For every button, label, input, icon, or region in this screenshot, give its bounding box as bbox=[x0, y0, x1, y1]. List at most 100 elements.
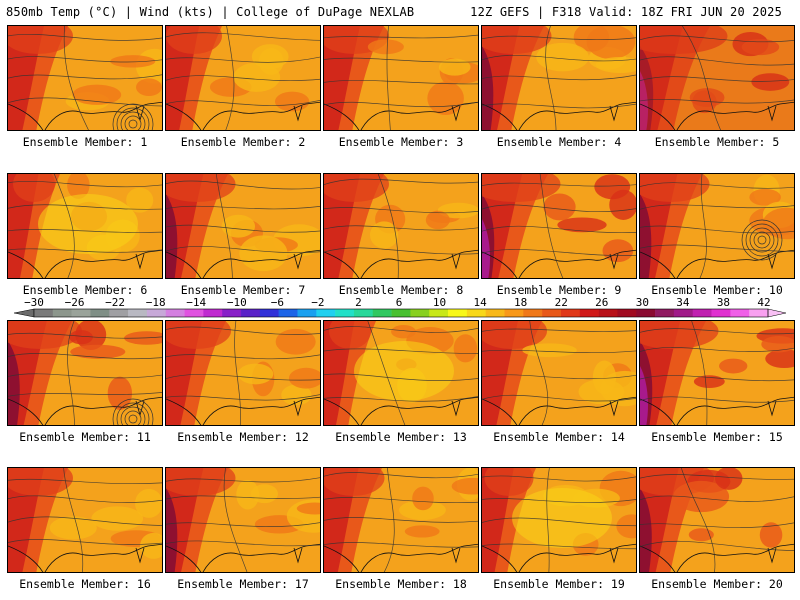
colorbar-tick-label: −14 bbox=[186, 296, 206, 309]
colorbar-swatch bbox=[34, 309, 54, 317]
colorbar-swatch bbox=[241, 309, 261, 317]
colorbar-tick-label: 10 bbox=[433, 296, 446, 309]
ensemble-member-map bbox=[323, 467, 479, 573]
ensemble-member-label: Ensemble Member: 20 bbox=[651, 577, 783, 591]
colorbar-swatch bbox=[222, 309, 242, 317]
colorbar-swatch bbox=[165, 309, 185, 317]
ensemble-member-map bbox=[639, 320, 795, 426]
ensemble-member-label: Ensemble Member: 6 bbox=[22, 283, 148, 297]
colorbar-tick-label: 26 bbox=[595, 296, 608, 309]
colorbar-swatch bbox=[523, 309, 543, 317]
colorbar-swatch bbox=[372, 309, 392, 317]
colorbar-swatch bbox=[655, 309, 675, 317]
ensemble-member-label: Ensemble Member: 12 bbox=[177, 430, 309, 444]
ensemble-member-label: Ensemble Member: 19 bbox=[493, 577, 625, 591]
ensemble-member-label: Ensemble Member: 10 bbox=[651, 283, 783, 297]
ensemble-member-map bbox=[7, 25, 163, 131]
ensemble-member-map bbox=[639, 25, 795, 131]
colorbar-swatch bbox=[316, 309, 336, 317]
colorbar-swatch bbox=[730, 309, 750, 317]
colorbar-swatch bbox=[353, 309, 374, 317]
colorbar-swatch bbox=[429, 309, 449, 317]
colorbar-swatch bbox=[278, 309, 298, 317]
ensemble-member-label: Ensemble Member: 5 bbox=[654, 135, 780, 149]
ensemble-member-label: Ensemble Member: 1 bbox=[22, 135, 148, 149]
colorbar-swatch bbox=[598, 309, 618, 317]
ensemble-member-label: Ensemble Member: 2 bbox=[180, 135, 306, 149]
colorbar-swatch bbox=[711, 309, 731, 317]
ensemble-member-label: Ensemble Member: 4 bbox=[496, 135, 622, 149]
colorbar-swatch bbox=[259, 309, 279, 317]
colorbar-min-arrow bbox=[13, 308, 35, 318]
ensemble-member-map bbox=[323, 173, 479, 279]
colorbar-swatch bbox=[335, 309, 355, 317]
colorbar-tick-label: 18 bbox=[514, 296, 527, 309]
colorbar-swatch bbox=[90, 309, 110, 317]
colorbar-swatch bbox=[203, 309, 223, 317]
ensemble-member-map bbox=[481, 467, 637, 573]
ensemble-member-label: Ensemble Member: 7 bbox=[180, 283, 306, 297]
map-title: 850mb Temp (°C) | Wind (kts) | College o… bbox=[6, 5, 415, 19]
colorbar-swatch bbox=[466, 309, 486, 317]
colorbar-tick-label: −18 bbox=[146, 296, 166, 309]
ensemble-member-label: Ensemble Member: 14 bbox=[493, 430, 625, 444]
colorbar-swatch bbox=[109, 309, 129, 317]
colorbar-tick-label: 38 bbox=[717, 296, 730, 309]
colorbar-swatch bbox=[692, 309, 712, 317]
ensemble-member-map bbox=[481, 320, 637, 426]
colorbar-swatch bbox=[542, 309, 562, 317]
ensemble-member-label: Ensemble Member: 3 bbox=[338, 135, 464, 149]
ensemble-member-map bbox=[323, 320, 479, 426]
colorbar-tick-label: 30 bbox=[636, 296, 649, 309]
colorbar-tick-label: −22 bbox=[105, 296, 125, 309]
ensemble-member-label: Ensemble Member: 13 bbox=[335, 430, 467, 444]
colorbar-swatch bbox=[749, 309, 769, 317]
colorbar-swatch bbox=[391, 309, 411, 317]
ensemble-member-label: Ensemble Member: 17 bbox=[177, 577, 309, 591]
colorbar-swatch bbox=[673, 309, 694, 317]
colorbar-swatch bbox=[504, 309, 524, 317]
colorbar-swatch bbox=[52, 309, 72, 317]
colorbar-tick-label: 6 bbox=[396, 296, 403, 309]
colorbar-tick-label: 34 bbox=[676, 296, 690, 309]
ensemble-member-map bbox=[639, 173, 795, 279]
colorbar-swatch bbox=[128, 309, 148, 317]
colorbar-tick-label: −26 bbox=[65, 296, 85, 309]
ensemble-member-map bbox=[7, 173, 163, 279]
run-valid-time: 12Z GEFS | F318 Valid: 18Z FRI JUN 20 20… bbox=[470, 5, 782, 19]
ensemble-member-map bbox=[165, 173, 321, 279]
colorbar-tick-label: −30 bbox=[24, 296, 44, 309]
ensemble-member-label: Ensemble Member: 16 bbox=[19, 577, 151, 591]
colorbar-swatch bbox=[410, 309, 430, 317]
colorbar-max-arrow bbox=[767, 308, 787, 318]
colorbar-swatch bbox=[146, 309, 167, 317]
colorbar-tick-label: 22 bbox=[555, 296, 568, 309]
ensemble-member-map bbox=[165, 25, 321, 131]
ensemble-member-label: Ensemble Member: 8 bbox=[338, 283, 464, 297]
ensemble-member-label: Ensemble Member: 18 bbox=[335, 577, 467, 591]
colorbar-tick-label: −6 bbox=[271, 296, 284, 309]
colorbar-tick-label: 14 bbox=[473, 296, 487, 309]
ensemble-member-map bbox=[639, 467, 795, 573]
colorbar-swatch bbox=[560, 309, 581, 317]
ensemble-member-map bbox=[481, 173, 637, 279]
ensemble-member-map bbox=[7, 467, 163, 573]
colorbar-swatch bbox=[485, 309, 505, 317]
ensemble-member-map bbox=[165, 467, 321, 573]
ensemble-member-map bbox=[7, 320, 163, 426]
ensemble-member-label: Ensemble Member: 9 bbox=[496, 283, 622, 297]
colorbar-swatch bbox=[71, 309, 91, 317]
colorbar-tick-label: 2 bbox=[355, 296, 362, 309]
colorbar-swatch bbox=[617, 309, 637, 317]
colorbar-tick-label: 42 bbox=[757, 296, 770, 309]
colorbar-swatch bbox=[448, 309, 468, 317]
colorbar-tick-label: −2 bbox=[311, 296, 324, 309]
colorbar-swatch bbox=[297, 309, 317, 317]
colorbar-swatch bbox=[579, 309, 599, 317]
ensemble-member-map bbox=[481, 25, 637, 131]
colorbar-swatch bbox=[184, 309, 204, 317]
ensemble-member-label: Ensemble Member: 11 bbox=[19, 430, 151, 444]
colorbar-tick-label: −10 bbox=[227, 296, 247, 309]
ensemble-member-map bbox=[323, 25, 479, 131]
temperature-colorbar: −30 −26 −22 −18 −14 −10 −6 −2 2 6 10 14 18 22 26 30 34 38… bbox=[0, 296, 800, 320]
